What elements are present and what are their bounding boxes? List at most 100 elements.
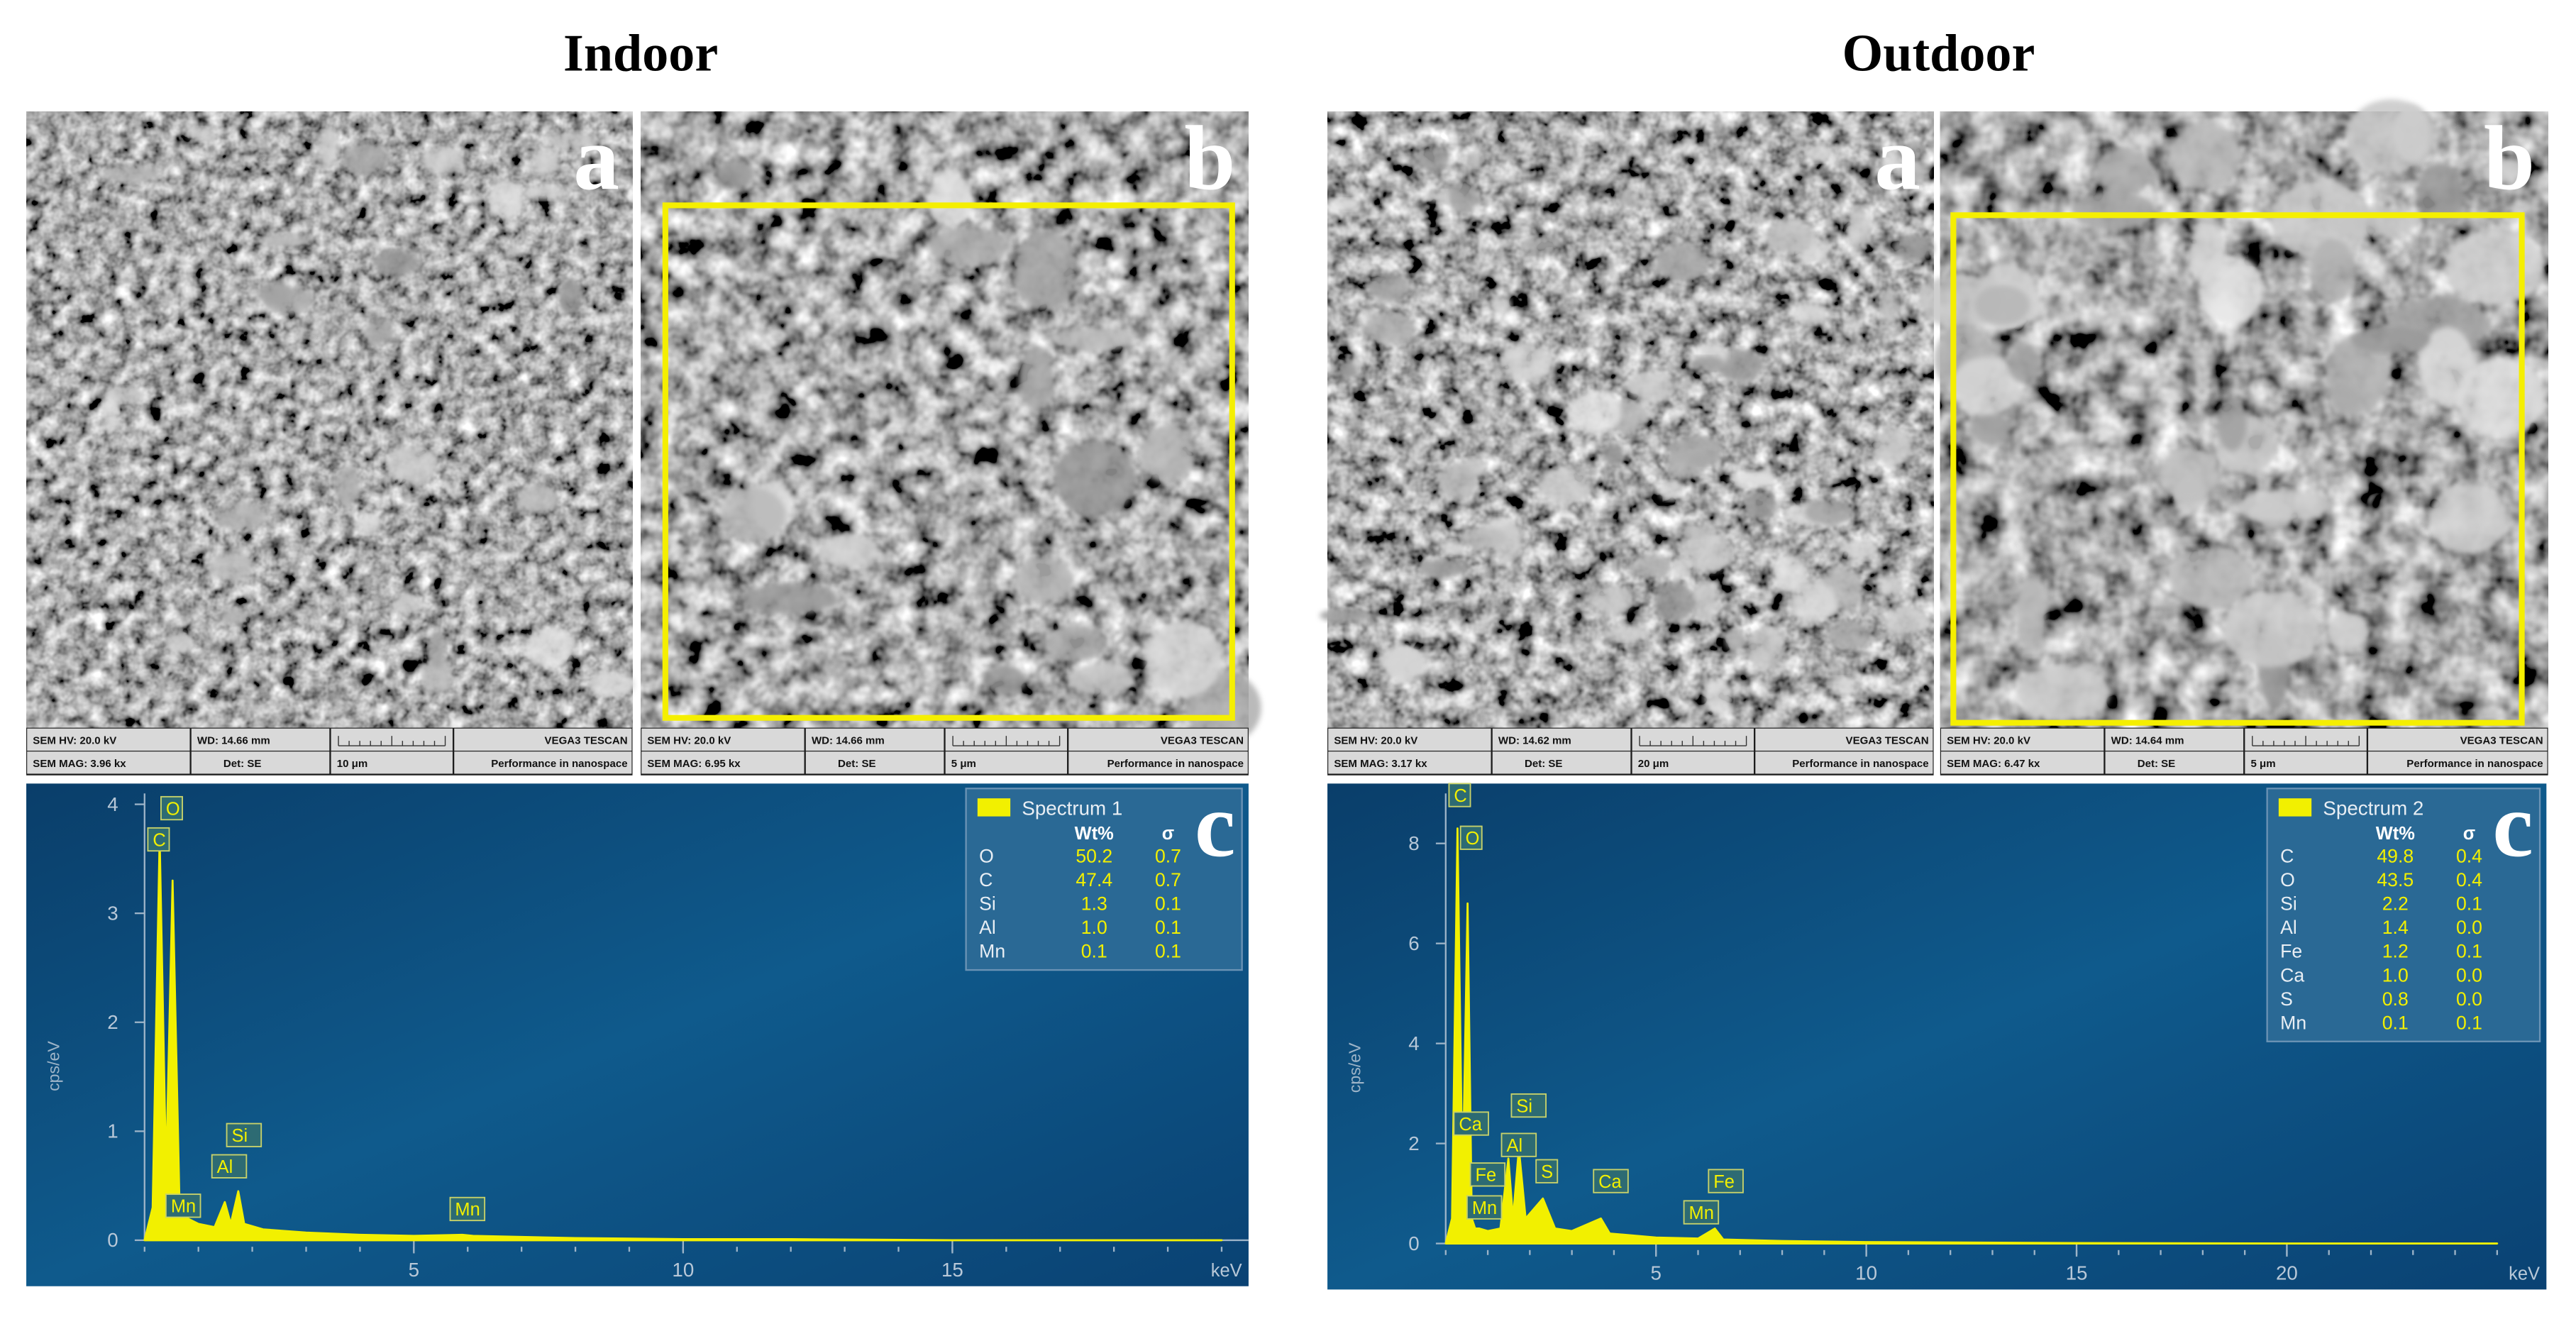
info-cell (27, 751, 190, 774)
particle (394, 592, 420, 617)
particle (928, 227, 1010, 266)
particle (1139, 425, 1195, 483)
info-text: VEGA3 TESCAN (1161, 735, 1244, 747)
info-text: Det: SE (2138, 758, 2176, 770)
table-value: 0.1 (1155, 893, 1181, 915)
particle (558, 279, 583, 314)
y-tick-label: 2 (1408, 1132, 1419, 1154)
particle (220, 607, 250, 625)
particle (1674, 525, 1718, 539)
table-element: Si (979, 893, 996, 915)
info-text: VEGA3 TESCAN (545, 735, 628, 747)
particle (1051, 328, 1134, 351)
particle (2484, 158, 2526, 183)
particle (421, 658, 454, 693)
column-title: Outdoor (1842, 25, 2035, 83)
peak-label: Si (1516, 1096, 1532, 1116)
peak-label: Fe (1475, 1166, 1496, 1186)
info-text: Det: SE (838, 758, 876, 770)
particle (1329, 199, 1361, 211)
particle (1692, 582, 1718, 623)
table-value: 1.3 (1081, 893, 1107, 915)
particle (532, 147, 560, 177)
peak-label-box (1448, 783, 1471, 807)
particle (1828, 622, 1871, 650)
info-text: VEGA3 TESCAN (2460, 735, 2543, 747)
table-value: 0.1 (1081, 941, 1107, 962)
info-cell (2368, 728, 2548, 751)
y-tick-label: 4 (1408, 1032, 1419, 1054)
peak-label: Mn (455, 1200, 480, 1220)
particle (258, 233, 311, 248)
peak-label-box (1593, 1169, 1629, 1193)
panel-letter: c (2492, 774, 2533, 876)
particle (1368, 272, 1410, 302)
particle (1829, 677, 1856, 695)
info-cell (454, 728, 632, 751)
peak-label-box (1500, 1132, 1537, 1157)
peak-label-box (165, 1193, 201, 1218)
particle (335, 465, 360, 507)
legend-box (965, 788, 1243, 971)
peak-label: Mn (171, 1197, 196, 1217)
table-element: S (2280, 988, 2293, 1010)
info-text: 20 μm (1638, 758, 1669, 770)
info-cell (805, 728, 944, 751)
info-text: Det: SE (223, 758, 262, 770)
info-cell (1940, 751, 2104, 774)
info-cell (641, 728, 805, 751)
particle (1872, 429, 1911, 466)
particle (1014, 230, 1076, 310)
info-text: WD: 14.62 mm (1498, 735, 1571, 747)
particle (1054, 441, 1137, 516)
x-tick-label: 20 (2276, 1262, 2298, 1284)
panel-letter: c (1195, 774, 1236, 876)
peak-label: O (166, 799, 180, 819)
particle (166, 630, 192, 655)
particle (1672, 555, 1694, 578)
particle (1568, 390, 1622, 434)
info-text: SEM MAG: 3.96 kx (33, 758, 126, 770)
info-cell (945, 751, 1068, 774)
peak-label-box (1469, 1162, 1506, 1187)
particle (1846, 208, 1871, 250)
particle (1461, 527, 1508, 549)
particle (1716, 348, 1764, 382)
table-element: Mn (2280, 1012, 2306, 1033)
info-cell (1328, 728, 1491, 751)
table-value: 0.7 (1155, 869, 1181, 890)
table-value: 0.0 (2456, 988, 2482, 1010)
particle (365, 320, 394, 345)
table-value: 43.5 (2377, 869, 2414, 890)
table-element: O (2280, 869, 2295, 890)
panel-letter: a (573, 107, 619, 209)
particle (521, 185, 570, 200)
particle (2416, 162, 2463, 224)
spectrum (143, 836, 1223, 1242)
particle (1500, 344, 1552, 382)
table-value: 0.4 (2456, 845, 2482, 866)
info-text: WD: 14.66 mm (812, 735, 885, 747)
info-text: SEM MAG: 6.47 kx (1947, 758, 2040, 770)
roi-box (662, 202, 1235, 721)
particle (421, 146, 465, 173)
particle (1880, 289, 1898, 325)
info-cell (1068, 751, 1248, 774)
info-text: Performance in nanospace (1107, 758, 1244, 770)
peak-label: Ca (1598, 1172, 1622, 1192)
sem-texture (26, 111, 633, 728)
particle (1765, 219, 1813, 253)
table-value: 0.1 (2456, 893, 2482, 915)
info-text: Performance in nanospace (491, 758, 627, 770)
info-cell (331, 751, 453, 774)
table-element: Si (2280, 893, 2297, 915)
particle (260, 280, 291, 307)
y-tick-label: 1 (107, 1120, 118, 1142)
particle (1046, 624, 1105, 661)
panel-letter: a (1874, 107, 1920, 209)
peak-label-box (1683, 1200, 1720, 1225)
particle (1879, 577, 1904, 597)
particle (927, 171, 972, 228)
